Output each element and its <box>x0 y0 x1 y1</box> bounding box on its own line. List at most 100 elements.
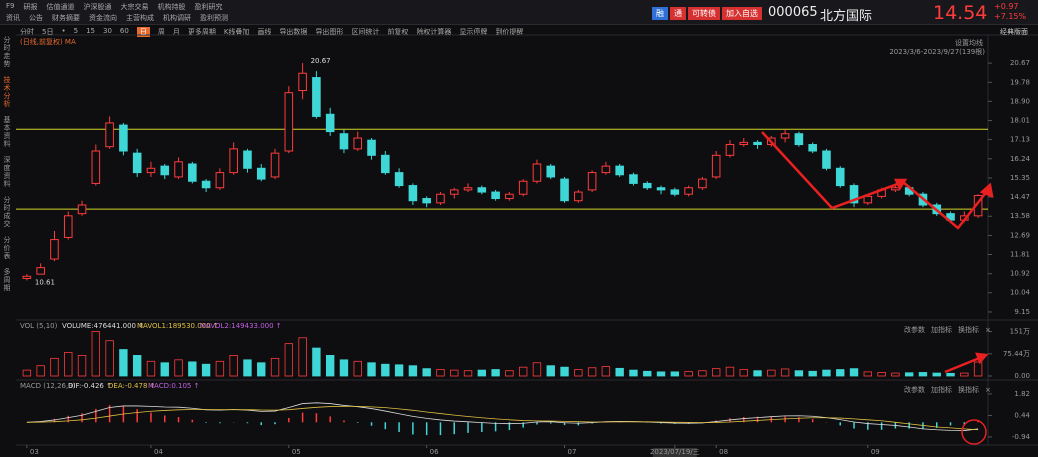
candle-body <box>339 133 349 150</box>
candle-body <box>215 172 225 189</box>
candle-body <box>174 161 183 178</box>
badge[interactable]: 融 <box>652 7 668 20</box>
layout-button[interactable]: 经典版面 <box>1000 28 1028 36</box>
volume-bar <box>918 372 928 377</box>
toolbar-item[interactable]: 日 <box>136 27 150 37</box>
sidebar-tab[interactable]: 分时成交 <box>3 196 11 228</box>
toolbar-item[interactable]: 更多周期 <box>187 28 216 36</box>
menu-item[interactable]: 公告 <box>29 14 43 22</box>
toolbar-item[interactable]: 周 <box>157 28 165 36</box>
sidebar-tab[interactable]: 基本资料 <box>3 116 11 148</box>
candle-body <box>256 167 266 180</box>
volume-bar <box>615 367 624 377</box>
panel-button[interactable]: 换指标 <box>958 325 979 334</box>
sidebar-tab[interactable]: 分时走势 <box>3 36 11 68</box>
volume-bar <box>973 361 983 377</box>
candle-body <box>794 133 804 146</box>
menu-item[interactable]: 机构持股 <box>157 3 186 11</box>
toolbar-item[interactable]: 5 <box>73 27 79 35</box>
badge[interactable]: 可转债 <box>688 7 720 20</box>
menu-item[interactable]: 盈利研究 <box>194 3 223 11</box>
y-tick-label: 151万 <box>1010 328 1030 336</box>
menu-item[interactable]: 主营构成 <box>126 14 154 22</box>
menu-item[interactable]: 资金流向 <box>89 14 117 22</box>
candle-body <box>863 195 873 204</box>
candle-body <box>711 154 721 178</box>
candle-body <box>574 191 583 202</box>
candle-body <box>160 165 170 176</box>
candle-body <box>201 180 211 189</box>
menu-item[interactable]: 盈利预测 <box>200 14 228 22</box>
y-tick-label: 16.24 <box>1010 155 1031 163</box>
volume-bar <box>836 369 845 377</box>
candle-body <box>684 187 693 195</box>
toolbar-item[interactable]: 5日 <box>42 28 54 36</box>
menu-item[interactable]: 研报 <box>23 3 38 11</box>
dea-label: DEA:-0.478 ↑ <box>108 382 156 390</box>
menu-item[interactable]: 大宗交易 <box>120 3 149 11</box>
volume-bar <box>215 360 225 377</box>
sidebar-tab[interactable]: 技术分析 <box>3 76 11 108</box>
volume-bar <box>394 364 404 377</box>
volume-bar <box>491 369 500 377</box>
menu-item[interactable]: 资讯 <box>6 14 20 22</box>
y-tick-label: 10.04 <box>1010 289 1031 297</box>
settings-label[interactable]: 设置均线 <box>955 38 983 47</box>
toolbar-item[interactable]: 前复权 <box>387 28 409 36</box>
panel-button[interactable]: 改参数 <box>904 385 925 394</box>
toolbar-item[interactable]: 月 <box>172 28 180 36</box>
toolbar-item[interactable]: 导出数据 <box>279 28 308 36</box>
candle-body <box>642 182 652 189</box>
panel-button[interactable]: × <box>985 386 991 394</box>
toolbar-item[interactable]: 分时 <box>20 28 34 36</box>
volume-bar <box>325 355 335 377</box>
volume-bar <box>64 352 73 377</box>
candle-body <box>808 144 817 152</box>
menu-item[interactable]: 沪深股通 <box>83 3 112 11</box>
toolbar-item[interactable]: 30 <box>103 27 112 35</box>
volume-bar <box>780 368 790 377</box>
volume-bar <box>753 370 762 377</box>
candle-body <box>50 239 59 260</box>
toolbar-item[interactable]: 画线 <box>257 28 272 36</box>
candle-body <box>119 124 128 152</box>
panel-button[interactable]: × <box>985 326 991 334</box>
panel-button[interactable]: 换指标 <box>958 385 979 394</box>
toolbar-item[interactable]: 显示停牌 <box>459 28 488 36</box>
chart-subtitle: (日线,前复权) MA <box>20 37 76 46</box>
panel-button[interactable]: 加指标 <box>931 385 952 394</box>
volume-bar <box>574 369 583 377</box>
panel-button[interactable]: 改参数 <box>904 325 925 334</box>
toolbar-item[interactable]: K线叠加 <box>223 28 250 36</box>
toolbar-item[interactable]: 到价提醒 <box>495 28 524 36</box>
volume-bar <box>629 369 638 377</box>
x-tick-label: 09 <box>871 448 880 456</box>
toolbar-item[interactable]: 60 <box>119 27 129 35</box>
volume-bar <box>849 368 859 377</box>
badge[interactable]: 加入自选 <box>722 7 762 20</box>
candle-body <box>22 275 32 279</box>
menu-item[interactable]: 估值通道 <box>46 3 75 11</box>
mavol2: MAVOL2:149433.000 ↑ <box>200 322 282 330</box>
arrow-head <box>975 352 989 365</box>
toolbar-item[interactable]: 15 <box>86 27 95 35</box>
top-bar: F9 研报 估值通道 沪深股通 大宗交易 机构持股 盈利研究 资讯 公告 财务摘要 资金流向 主营构… <box>0 0 1038 25</box>
toolbar-item[interactable]: • <box>61 27 66 35</box>
toolbar-item[interactable]: 区间统计 <box>351 28 380 36</box>
menu-item[interactable]: 机构调研 <box>163 14 191 22</box>
panel-button[interactable]: 加指标 <box>931 325 952 334</box>
x-tick-label: 07 <box>568 448 577 456</box>
toolbar-item[interactable]: 导出图形 <box>315 28 344 36</box>
volume-bar <box>877 372 886 377</box>
menu-item[interactable]: F9 <box>6 2 15 10</box>
volume-bar <box>353 360 362 377</box>
volume-bar <box>822 369 831 377</box>
sidebar-tab[interactable]: 分价表 <box>3 236 11 260</box>
candle-body <box>36 267 45 275</box>
stock-code: 000065 <box>768 5 818 20</box>
badge[interactable]: 通 <box>670 7 686 20</box>
sidebar-tab[interactable]: 深度资料 <box>3 156 11 188</box>
sidebar-tab[interactable]: 多周期 <box>3 268 11 292</box>
menu-item[interactable]: 财务摘要 <box>52 14 80 22</box>
toolbar-item[interactable]: 除权计算器 <box>416 28 452 36</box>
